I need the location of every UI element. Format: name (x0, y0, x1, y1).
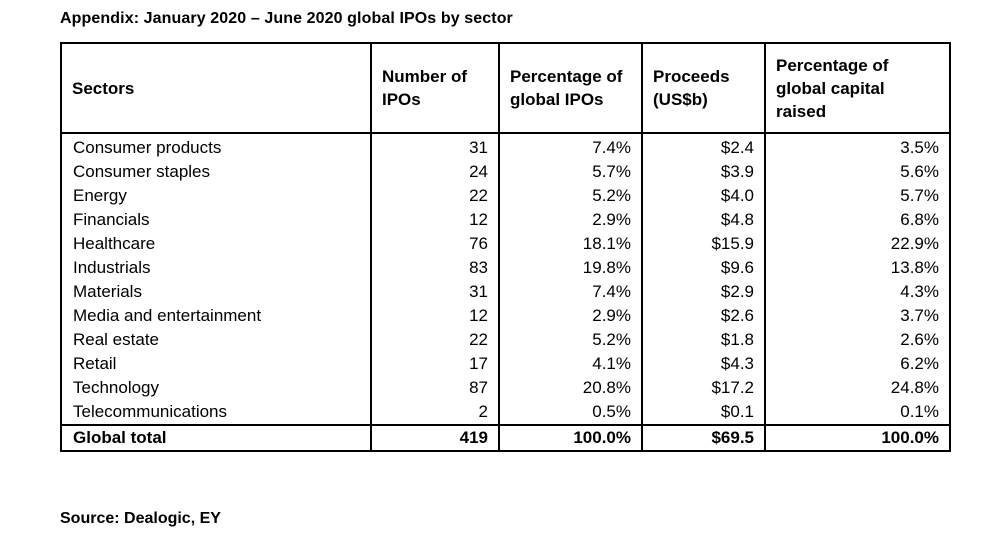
proceeds-cell: $4.8 (641, 208, 766, 232)
total-proceeds: $69.5 (641, 424, 766, 452)
table-row: Industrials 83 19.8% $9.6 13.8% (60, 256, 951, 280)
number-of-ipos-cell: 22 (370, 328, 500, 352)
table-row: Technology 87 20.8% $17.2 24.8% (60, 376, 951, 400)
percentage-of-ipos-cell: 20.8% (498, 376, 643, 400)
table-header-row: Sectors Number of IPOs Percentage of glo… (60, 42, 951, 134)
percentage-of-ipos-cell: 0.5% (498, 400, 643, 425)
sector-cell: Healthcare (60, 232, 372, 256)
table-row: Telecommunications 2 0.5% $0.1 0.1% (60, 400, 951, 425)
percentage-of-ipos-cell: 2.9% (498, 208, 643, 232)
table-row: Media and entertainment 12 2.9% $2.6 3.7% (60, 304, 951, 328)
number-of-ipos-cell: 17 (370, 352, 500, 376)
percentage-of-capital-cell: 3.7% (764, 304, 951, 328)
sector-cell: Real estate (60, 328, 372, 352)
percentage-of-capital-cell: 0.1% (764, 400, 951, 425)
percentage-of-ipos-cell: 2.9% (498, 304, 643, 328)
sector-cell: Consumer staples (60, 160, 372, 184)
table-row: Financials 12 2.9% $4.8 6.8% (60, 208, 951, 232)
proceeds-cell: $9.6 (641, 256, 766, 280)
percentage-of-ipos-cell: 5.2% (498, 328, 643, 352)
header-sectors: Sectors (60, 42, 372, 134)
table-row: Materials 31 7.4% $2.9 4.3% (60, 280, 951, 304)
source-note: Source: Dealogic, EY (60, 510, 221, 527)
proceeds-cell: $2.4 (641, 133, 766, 160)
table-row: Energy 22 5.2% $4.0 5.7% (60, 184, 951, 208)
proceeds-cell: $4.3 (641, 352, 766, 376)
table-row: Real estate 22 5.2% $1.8 2.6% (60, 328, 951, 352)
percentage-of-capital-cell: 3.5% (764, 133, 951, 160)
number-of-ipos-cell: 31 (370, 133, 500, 160)
table-row: Consumer staples 24 5.7% $3.9 5.6% (60, 160, 951, 184)
sector-cell: Consumer products (60, 133, 372, 160)
table-row: Consumer products 31 7.4% $2.4 3.5% (60, 133, 951, 160)
number-of-ipos-cell: 24 (370, 160, 500, 184)
percentage-of-capital-cell: 22.9% (764, 232, 951, 256)
number-of-ipos-cell: 76 (370, 232, 500, 256)
sector-cell: Technology (60, 376, 372, 400)
sector-cell: Materials (60, 280, 372, 304)
percentage-of-ipos-cell: 19.8% (498, 256, 643, 280)
header-proceeds: Proceeds (US$b) (641, 42, 766, 134)
proceeds-cell: $17.2 (641, 376, 766, 400)
table-total-row: Global total 419 100.0% $69.5 100.0% (60, 424, 951, 452)
number-of-ipos-cell: 87 (370, 376, 500, 400)
percentage-of-capital-cell: 4.3% (764, 280, 951, 304)
percentage-of-capital-cell: 13.8% (764, 256, 951, 280)
sector-cell: Energy (60, 184, 372, 208)
header-percentage-of-global-ipos: Percentage of global IPOs (498, 42, 643, 134)
number-of-ipos-cell: 83 (370, 256, 500, 280)
page-title: Appendix: January 2020 – June 2020 globa… (60, 10, 513, 27)
sector-cell: Media and entertainment (60, 304, 372, 328)
table-row: Retail 17 4.1% $4.3 6.2% (60, 352, 951, 376)
total-label: Global total (60, 424, 372, 452)
percentage-of-ipos-cell: 5.7% (498, 160, 643, 184)
number-of-ipos-cell: 22 (370, 184, 500, 208)
percentage-of-capital-cell: 6.2% (764, 352, 951, 376)
percentage-of-capital-cell: 24.8% (764, 376, 951, 400)
total-number-of-ipos: 419 (370, 424, 500, 452)
percentage-of-ipos-cell: 5.2% (498, 184, 643, 208)
total-percentage-of-ipos: 100.0% (498, 424, 643, 452)
percentage-of-ipos-cell: 7.4% (498, 280, 643, 304)
number-of-ipos-cell: 2 (370, 400, 500, 425)
proceeds-cell: $2.9 (641, 280, 766, 304)
header-number-of-ipos: Number of IPOs (370, 42, 500, 134)
proceeds-cell: $3.9 (641, 160, 766, 184)
proceeds-cell: $1.8 (641, 328, 766, 352)
header-percentage-of-global-capital: Percentage of global capital raised (764, 42, 951, 134)
proceeds-cell: $2.6 (641, 304, 766, 328)
percentage-of-capital-cell: 6.8% (764, 208, 951, 232)
sector-cell: Financials (60, 208, 372, 232)
number-of-ipos-cell: 12 (370, 304, 500, 328)
total-percentage-of-capital: 100.0% (764, 424, 951, 452)
number-of-ipos-cell: 12 (370, 208, 500, 232)
ipo-sector-table: Sectors Number of IPOs Percentage of glo… (60, 42, 951, 452)
proceeds-cell: $15.9 (641, 232, 766, 256)
percentage-of-ipos-cell: 18.1% (498, 232, 643, 256)
percentage-of-ipos-cell: 7.4% (498, 133, 643, 160)
table-row: Healthcare 76 18.1% $15.9 22.9% (60, 232, 951, 256)
percentage-of-ipos-cell: 4.1% (498, 352, 643, 376)
percentage-of-capital-cell: 5.6% (764, 160, 951, 184)
number-of-ipos-cell: 31 (370, 280, 500, 304)
sector-cell: Industrials (60, 256, 372, 280)
proceeds-cell: $4.0 (641, 184, 766, 208)
percentage-of-capital-cell: 2.6% (764, 328, 951, 352)
percentage-of-capital-cell: 5.7% (764, 184, 951, 208)
table-body: Consumer products 31 7.4% $2.4 3.5% Consumer … (60, 133, 951, 425)
sector-cell: Retail (60, 352, 372, 376)
sector-cell: Telecommunications (60, 400, 372, 425)
proceeds-cell: $0.1 (641, 400, 766, 425)
